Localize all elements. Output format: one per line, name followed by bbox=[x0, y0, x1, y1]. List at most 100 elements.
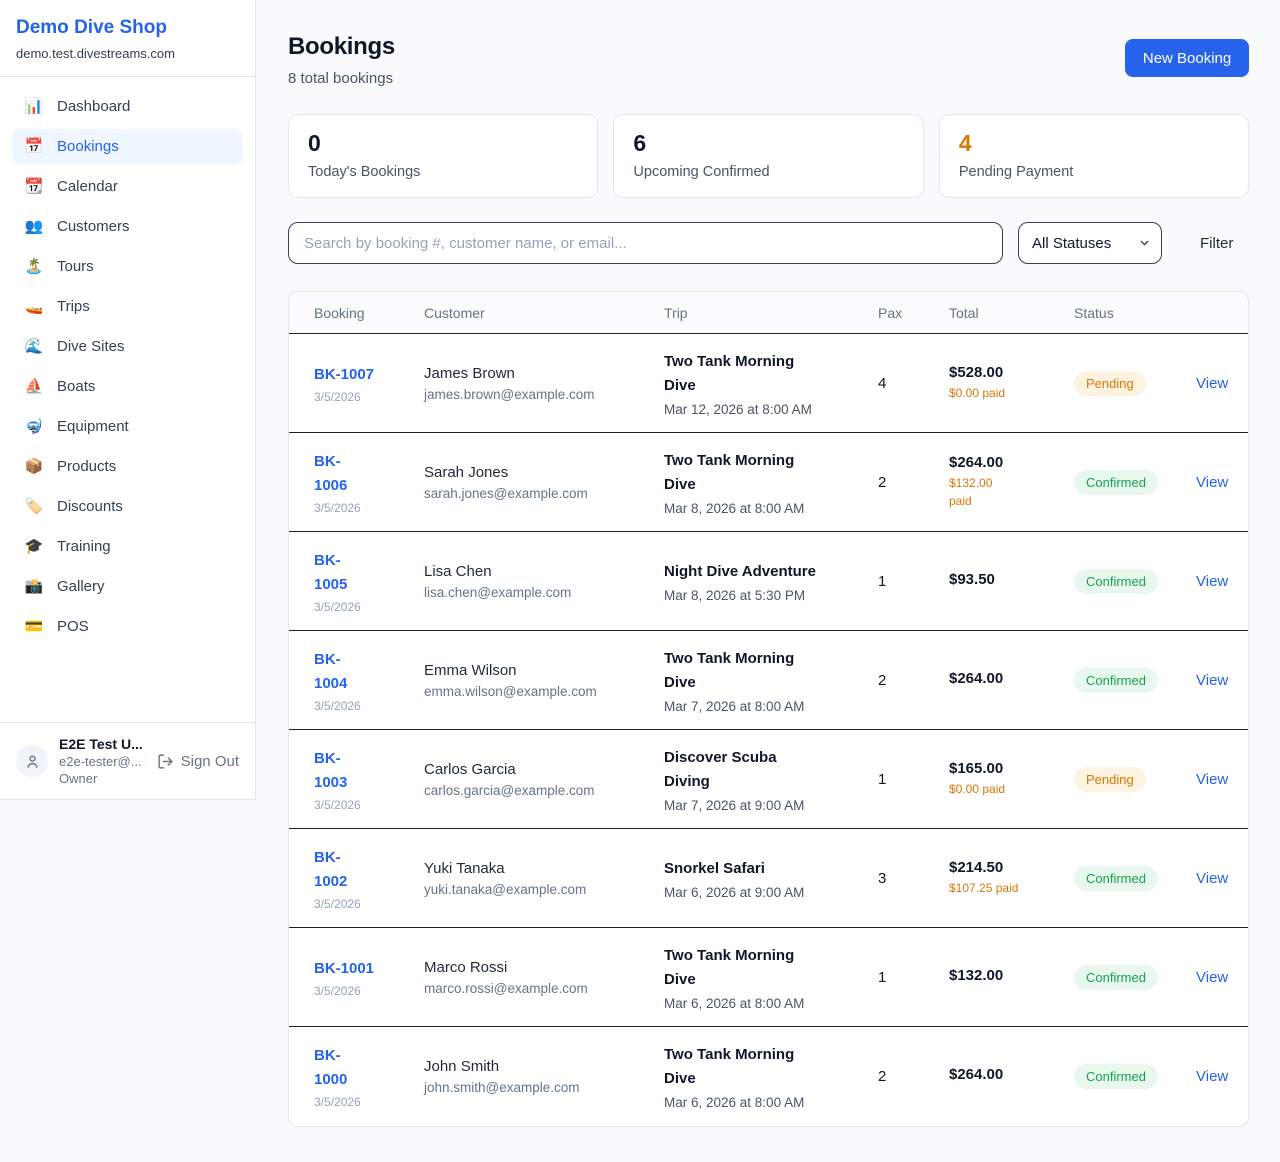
pax-cell: 3 bbox=[878, 869, 887, 887]
new-booking-button[interactable]: New Booking bbox=[1124, 39, 1250, 77]
trip-cell: Two Tank Morning Dive Mar 6, 2026 at 8:0… bbox=[664, 944, 878, 1011]
stats-row: 0 Today's Bookings 6 Upcoming Confirmed … bbox=[288, 114, 1250, 198]
total-cell: $165.00 $0.00 paid bbox=[949, 760, 1074, 798]
booking-id-line1: BK- bbox=[314, 1047, 341, 1064]
sidebar-item-tours[interactable]: 🏝️ Tours bbox=[12, 249, 243, 284]
status-badge: Confirmed bbox=[1074, 469, 1158, 495]
trip-cell: Discover Scuba Diving Mar 7, 2026 at 9:0… bbox=[664, 746, 878, 813]
calendar-icon: 📅 bbox=[24, 138, 44, 155]
island-icon: 🏝️ bbox=[24, 258, 44, 275]
sidebar-item-dashboard[interactable]: 📊 Dashboard bbox=[12, 89, 243, 124]
booking-id-line2: 1000 bbox=[314, 1071, 348, 1088]
customer-email: emma.wilson@example.com bbox=[424, 683, 597, 699]
booking-id-link[interactable]: BK- 1006 bbox=[314, 450, 424, 498]
booking-id-link[interactable]: BK- 1004 bbox=[314, 648, 424, 696]
customer-email: lisa.chen@example.com bbox=[424, 584, 572, 600]
nav-item-label: Discounts bbox=[57, 498, 123, 515]
search-input[interactable] bbox=[288, 222, 1003, 264]
customer-name: Yuki Tanaka bbox=[424, 859, 505, 877]
trip-datetime: Mar 7, 2026 at 9:00 AM bbox=[664, 797, 805, 813]
trip-cell: Two Tank Morning Dive Mar 8, 2026 at 8:0… bbox=[664, 449, 878, 516]
brand-name: Demo Dive Shop bbox=[16, 17, 167, 38]
stat-card-pending-payment: 4 Pending Payment bbox=[938, 114, 1250, 198]
view-link[interactable]: View bbox=[1196, 572, 1229, 590]
view-link[interactable]: View bbox=[1196, 968, 1229, 986]
sidebar-item-training[interactable]: 🎓 Training bbox=[12, 529, 243, 564]
table-row: BK- 1003 3/5/2026 Carlos Garcia carlos.ga… bbox=[289, 730, 1249, 829]
nav-item-label: Dashboard bbox=[57, 98, 131, 115]
status-badge: Confirmed bbox=[1074, 667, 1158, 693]
view-link[interactable]: View bbox=[1196, 869, 1229, 887]
booking-id-link[interactable]: BK-1001 bbox=[314, 957, 424, 981]
table-row: BK- 1005 3/5/2026 Lisa Chen lisa.chen@exa… bbox=[289, 532, 1249, 631]
sidebar-item-bookings[interactable]: 📅 Bookings bbox=[12, 129, 243, 164]
sidebar-item-boats[interactable]: ⛵ Boats bbox=[12, 369, 243, 404]
nav-item-label: Products bbox=[57, 458, 117, 475]
customer-cell: Marco Rossi marco.rossi@example.com bbox=[424, 959, 664, 996]
customer-email: carlos.garcia@example.com bbox=[424, 782, 595, 798]
total-amount: $264.00 bbox=[949, 669, 1004, 687]
page-title-block: Bookings 8 total bookings bbox=[288, 33, 395, 87]
booking-cell: BK- 1003 3/5/2026 bbox=[314, 747, 424, 812]
status-cell: Confirmed bbox=[1074, 667, 1196, 693]
booking-id-link[interactable]: BK- 1003 bbox=[314, 747, 424, 795]
tag-icon: 🏷️ bbox=[24, 498, 44, 515]
booking-id-line2: 1006 bbox=[314, 476, 348, 494]
booking-cell: BK- 1004 3/5/2026 bbox=[314, 648, 424, 713]
sign-out-button[interactable]: Sign Out bbox=[157, 753, 239, 770]
sidebar-item-discounts[interactable]: 🏷️ Discounts bbox=[12, 489, 243, 524]
sidebar-item-products[interactable]: 📦 Products bbox=[12, 449, 243, 484]
customer-email: sarah.jones@example.com bbox=[424, 485, 588, 501]
booking-id-link[interactable]: BK-1007 bbox=[314, 363, 424, 387]
sidebar-item-calendar[interactable]: 📆 Calendar bbox=[12, 169, 243, 204]
view-link[interactable]: View bbox=[1196, 671, 1229, 689]
trip-cell: Two Tank Morning Dive Mar 12, 2026 at 8:… bbox=[664, 350, 878, 417]
view-link[interactable]: View bbox=[1196, 1068, 1229, 1085]
booking-cell: BK- 1005 3/5/2026 bbox=[314, 549, 424, 614]
logout-icon bbox=[158, 753, 173, 769]
trip-name: Two Tank Morning Dive bbox=[664, 352, 795, 394]
booking-id-line2: 1005 bbox=[314, 575, 348, 593]
sidebar: Demo Dive Shop demo.test.divestreams.com… bbox=[0, 0, 256, 800]
filter-button[interactable]: Filter bbox=[1194, 234, 1239, 253]
sidebar-item-trips[interactable]: 🚤 Trips bbox=[12, 289, 243, 324]
total-cell: $214.50 $107.25 paid bbox=[949, 859, 1074, 897]
table-row: BK-1001 3/5/2026 Marco Rossi marco.rossi… bbox=[289, 928, 1249, 1027]
person-icon bbox=[27, 754, 37, 768]
sidebar-item-gallery[interactable]: 📸 Gallery bbox=[12, 569, 243, 604]
view-link[interactable]: View bbox=[1196, 374, 1229, 392]
booking-id-link[interactable]: BK- 1005 bbox=[314, 549, 424, 597]
sidebar-item-dive-sites[interactable]: 🌊 Dive Sites bbox=[12, 329, 243, 364]
status-cell: Confirmed bbox=[1074, 469, 1196, 495]
sidebar-item-equipment[interactable]: 🤿 Equipment bbox=[12, 409, 243, 444]
user-info: E2E Test U... e2e-tester@... Owner bbox=[59, 736, 146, 786]
sidebar-item-customers[interactable]: 👥 Customers bbox=[12, 209, 243, 244]
view-link[interactable]: View bbox=[1196, 770, 1229, 788]
trip-datetime: Mar 8, 2026 at 5:30 PM bbox=[664, 587, 806, 603]
status-badge: Confirmed bbox=[1074, 865, 1158, 891]
customer-name: Lisa Chen bbox=[424, 562, 492, 580]
view-link[interactable]: View bbox=[1196, 473, 1229, 491]
nav-item-label: Bookings bbox=[57, 138, 119, 155]
booking-id-line1: BK-1007 bbox=[314, 365, 375, 383]
nav-item-label: Customers bbox=[57, 218, 130, 235]
nav-item-label: POS bbox=[57, 618, 89, 635]
booking-date: 3/5/2026 bbox=[314, 500, 361, 515]
trip-datetime: Mar 8, 2026 at 8:00 AM bbox=[664, 500, 805, 516]
table-body: BK-1007 3/5/2026 James Brown james.brown… bbox=[289, 334, 1249, 1126]
booking-id-link[interactable]: BK- 1002 bbox=[314, 846, 424, 894]
booking-id-link[interactable]: BK- 1000 bbox=[314, 1044, 424, 1092]
trip-name: Two Tank Morning Dive bbox=[664, 946, 795, 988]
sidebar-item-pos[interactable]: 💳 POS bbox=[12, 609, 243, 644]
customer-cell: John Smith john.smith@example.com bbox=[424, 1058, 664, 1095]
status-select-wrap: All Statuses bbox=[1018, 222, 1162, 264]
customer-name: James Brown bbox=[424, 364, 515, 382]
booking-date: 3/5/2026 bbox=[314, 389, 361, 404]
status-select[interactable]: All Statuses bbox=[1018, 222, 1162, 264]
camera-icon: 📸 bbox=[24, 578, 44, 595]
nav-item-label: Trips bbox=[57, 298, 90, 315]
customer-name: John Smith bbox=[424, 1058, 500, 1075]
booking-id-line1: BK- bbox=[314, 848, 341, 866]
customer-email: yuki.tanaka@example.com bbox=[424, 881, 587, 897]
